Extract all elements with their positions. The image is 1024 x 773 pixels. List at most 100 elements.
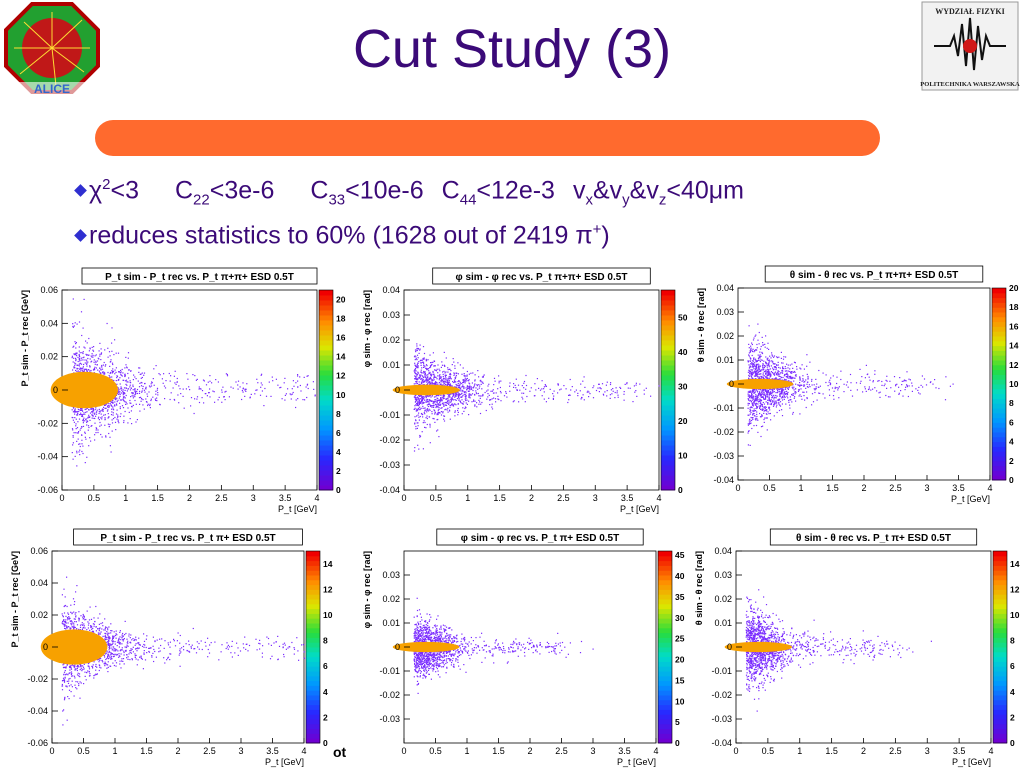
scatter-point (238, 389, 239, 390)
scatter-point (143, 386, 144, 387)
scatter-point (748, 354, 749, 355)
scatter-point (109, 366, 110, 367)
scatter-point (463, 381, 464, 382)
scatter-point (95, 409, 96, 410)
scatter-point (83, 351, 84, 352)
scatter-point (209, 375, 210, 376)
scatter-point (754, 403, 755, 404)
scatter-point (794, 398, 795, 399)
scatter-point (297, 381, 298, 382)
scatter-point (422, 406, 423, 407)
scatter-point (760, 402, 761, 403)
scatter-point (780, 396, 781, 397)
scatter-point (751, 369, 752, 370)
scatter-point (499, 381, 500, 382)
scatter-point (813, 401, 814, 402)
scatter-point (794, 396, 795, 397)
scatter-point (125, 357, 126, 358)
scatter-point (126, 385, 127, 386)
scatter-point (93, 369, 94, 370)
scatter-point (218, 659, 219, 660)
scatter-point (116, 405, 117, 406)
scatter-point (117, 417, 118, 418)
scatter-point (495, 398, 496, 399)
scatter-point (905, 389, 906, 390)
scatter-point (99, 426, 100, 427)
scatter-point (75, 347, 76, 348)
slide-title: Cut Study (3) (0, 18, 1024, 80)
scatter-point (636, 383, 637, 384)
scatter-point (416, 375, 417, 376)
scatter-point (801, 396, 802, 397)
scatter-point (461, 383, 462, 384)
scatter-point (454, 380, 455, 381)
scatter-point (790, 378, 791, 379)
scatter-point (128, 656, 129, 657)
scatter-point (78, 365, 79, 366)
colorbar-step (992, 432, 1006, 437)
scatter-point (420, 362, 421, 363)
colorbar-step (992, 456, 1006, 461)
scatter-point (164, 386, 165, 387)
scatter-point (315, 395, 316, 396)
scatter-point (240, 386, 241, 387)
scatter-point (260, 387, 261, 388)
scatter-point (757, 399, 758, 400)
scatter-point (133, 379, 134, 380)
scatter-point (293, 392, 294, 393)
scatter-point (442, 411, 443, 412)
scatter-point (116, 419, 117, 420)
colorbar-tick-label: 14 (1009, 341, 1019, 351)
scatter-point (69, 690, 70, 691)
scatter-point (67, 612, 68, 613)
scatter-point (304, 377, 305, 378)
scatter-point (134, 376, 135, 377)
scatter-point (793, 378, 794, 379)
scatter-point (789, 408, 790, 409)
scatter-point (125, 411, 126, 412)
scatter-point (874, 387, 875, 388)
scatter-point (97, 673, 98, 674)
scatter-point (771, 354, 772, 355)
scatter-point (872, 389, 873, 390)
colorbar-step (661, 360, 675, 366)
scatter-point (443, 382, 444, 383)
scatter-point (492, 404, 493, 405)
scatter-point (84, 414, 85, 415)
scatter-point (750, 410, 751, 411)
scatter-point (141, 385, 142, 386)
scatter-point (119, 403, 120, 404)
scatter-point (784, 379, 785, 380)
scatter-point (584, 376, 585, 377)
colorbar-step (319, 430, 333, 436)
scatter-point (439, 379, 440, 380)
scatter-point (71, 673, 72, 674)
scatter-point (100, 410, 101, 411)
scatter-point (122, 633, 123, 634)
scatter-point (524, 381, 525, 382)
scatter-point (115, 429, 116, 430)
colorbar-step (992, 418, 1006, 423)
scatter-point (434, 379, 435, 380)
scatter-point (465, 394, 466, 395)
scatter-point (778, 376, 779, 377)
scatter-point (584, 399, 585, 400)
scatter-point (112, 644, 113, 645)
scatter-point (761, 377, 762, 378)
scatter-point (483, 376, 484, 377)
colorbar-step (319, 300, 333, 306)
y-tick-label: -0.03 (379, 460, 400, 470)
scatter-point (452, 364, 453, 365)
y-axis-label: P_t sim - P_t rec [GeV] (20, 290, 30, 387)
scatter-point (123, 422, 124, 423)
scatter-point (603, 394, 604, 395)
scatter-point (491, 407, 492, 408)
scatter-point (754, 371, 755, 372)
scatter-point (794, 378, 795, 379)
scatter-point (119, 636, 120, 637)
scatter-point (245, 391, 246, 392)
scatter-point (148, 404, 149, 405)
scatter-point (572, 386, 573, 387)
scatter-point (283, 654, 284, 655)
scatter-point (80, 428, 81, 429)
